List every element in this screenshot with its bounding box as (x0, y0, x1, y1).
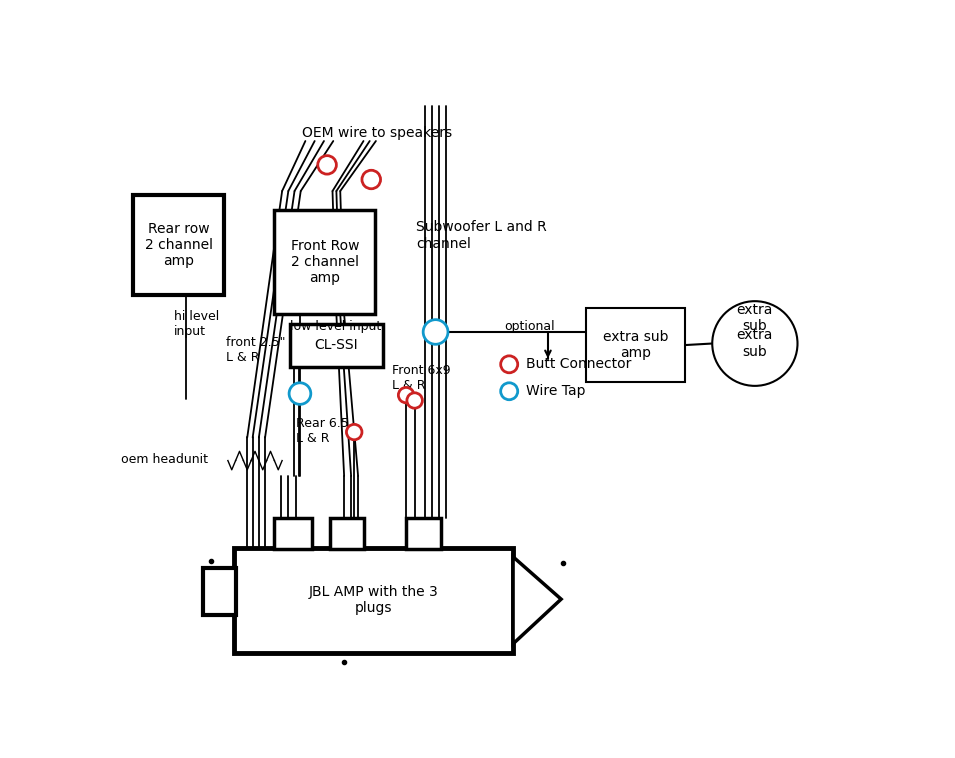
Text: Subwoofer L and R
channel: Subwoofer L and R channel (416, 221, 547, 251)
Circle shape (407, 393, 422, 409)
Circle shape (318, 155, 336, 174)
Bar (134, 195, 224, 295)
Text: front 2.5"
L & R: front 2.5" L & R (226, 336, 286, 364)
Circle shape (712, 301, 797, 386)
Text: oem headunit: oem headunit (121, 453, 208, 466)
Bar (290, 324, 383, 367)
Circle shape (362, 171, 380, 189)
Text: extra
sub: extra sub (736, 328, 773, 359)
Circle shape (500, 383, 518, 399)
Circle shape (500, 356, 518, 373)
Circle shape (289, 383, 310, 404)
Text: OEM wire to speakers: OEM wire to speakers (302, 126, 452, 139)
Bar (274, 518, 311, 549)
Bar (234, 547, 513, 653)
Text: extra sub
amp: extra sub amp (603, 330, 668, 360)
Bar (406, 518, 441, 549)
Text: extra
sub: extra sub (736, 303, 773, 334)
Circle shape (423, 320, 448, 344)
Text: Wire Tap: Wire Tap (526, 384, 585, 398)
Bar (274, 210, 375, 315)
Text: CL-SSI: CL-SSI (314, 338, 358, 352)
Text: Butt Connector: Butt Connector (526, 357, 631, 371)
Circle shape (398, 387, 414, 402)
Text: low level input: low level input (290, 321, 381, 334)
Text: Rear row
2 channel
amp: Rear row 2 channel amp (144, 222, 213, 268)
Polygon shape (513, 557, 562, 644)
Bar (330, 518, 364, 549)
Text: Rear 6.5
L & R: Rear 6.5 L & R (296, 417, 349, 445)
Text: hi level
input: hi level input (174, 311, 219, 338)
Text: Front 6x9
L & R: Front 6x9 L & R (393, 365, 451, 393)
Text: JBL AMP with the 3
plugs: JBL AMP with the 3 plugs (308, 585, 438, 615)
Text: Front Row
2 channel
amp: Front Row 2 channel amp (290, 239, 359, 286)
Bar (586, 308, 685, 382)
Text: optional: optional (504, 321, 555, 334)
Circle shape (347, 424, 362, 440)
Bar (203, 568, 236, 615)
